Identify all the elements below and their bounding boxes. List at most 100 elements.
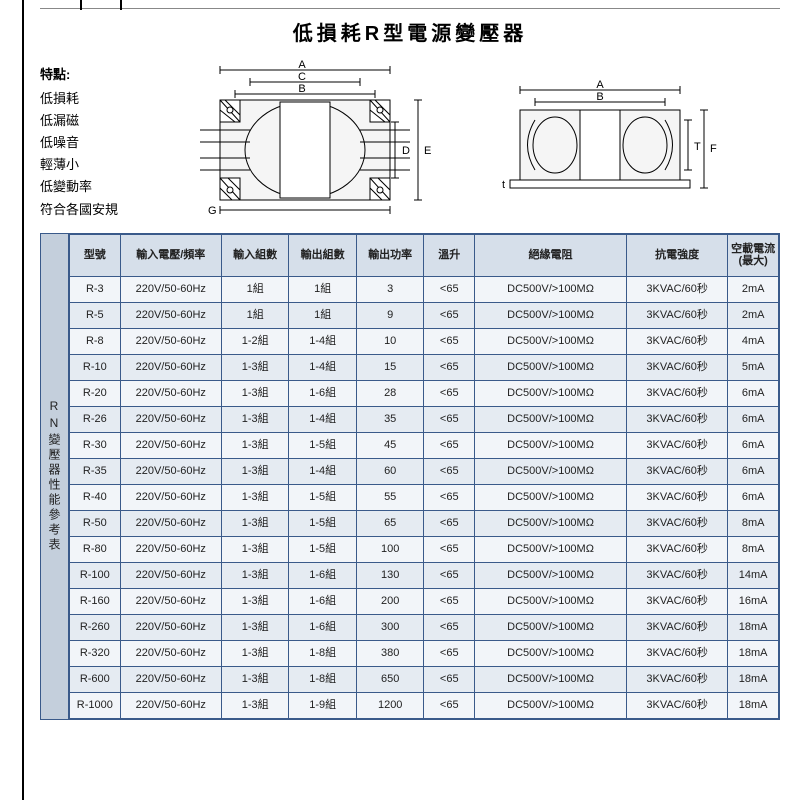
table-cell: 1-3組 — [221, 640, 289, 666]
feature-item: 低噪音 — [40, 132, 150, 154]
table-cell: DC500V/>100MΩ — [475, 588, 627, 614]
table-cell: 1-3組 — [221, 510, 289, 536]
table-cell: 220V/50-60Hz — [120, 588, 221, 614]
table-cell: <65 — [424, 380, 475, 406]
table-cell: 55 — [356, 484, 424, 510]
svg-text:E: E — [424, 145, 431, 157]
table-cell: 220V/50-60Hz — [120, 302, 221, 328]
table-cell: 1-2組 — [221, 328, 289, 354]
svg-text:A: A — [596, 79, 604, 91]
table-cell: 1-5組 — [289, 432, 357, 458]
table-cell: DC500V/>100MΩ — [475, 354, 627, 380]
column-header: 絕緣電阻 — [475, 234, 627, 276]
column-header: 輸出組數 — [289, 234, 357, 276]
svg-text:C: C — [298, 71, 306, 83]
table-cell: 3KVAC/60秒 — [627, 692, 728, 718]
table-cell: R-320 — [70, 640, 121, 666]
table-row: R-35220V/50-60Hz1-3組1-4組60<65DC500V/>100… — [70, 458, 779, 484]
table-cell: <65 — [424, 406, 475, 432]
svg-text:t: t — [502, 179, 505, 191]
svg-text:D: D — [402, 145, 410, 157]
table-cell: 1組 — [289, 302, 357, 328]
table-cell: 1-3組 — [221, 614, 289, 640]
feature-item: 低漏磁 — [40, 110, 150, 132]
spec-table: 型號輸入電壓/頻率輸入組數輸出組數輸出功率溫升絕緣電阻抗電強度空載電流(最大) … — [69, 234, 779, 719]
page-title: 低損耗R型電源變壓器 — [40, 17, 780, 46]
table-cell: <65 — [424, 484, 475, 510]
table-cell: <65 — [424, 354, 475, 380]
table-cell: 1-3組 — [221, 562, 289, 588]
table-cell: 1-6組 — [289, 588, 357, 614]
table-cell: 3KVAC/60秒 — [627, 484, 728, 510]
table-cell: 1-4組 — [289, 354, 357, 380]
table-cell: 220V/50-60Hz — [120, 458, 221, 484]
table-row: R-260220V/50-60Hz1-3組1-6組300<65DC500V/>1… — [70, 614, 779, 640]
table-cell: 220V/50-60Hz — [120, 484, 221, 510]
table-cell: 1組 — [221, 302, 289, 328]
table-cell: 3KVAC/60秒 — [627, 510, 728, 536]
table-row: R-600220V/50-60Hz1-3組1-8組650<65DC500V/>1… — [70, 666, 779, 692]
table-cell: 1-9組 — [289, 692, 357, 718]
table-cell: R-80 — [70, 536, 121, 562]
feature-item: 符合各國安規 — [40, 199, 150, 221]
table-cell: <65 — [424, 562, 475, 588]
table-cell: R-26 — [70, 406, 121, 432]
table-cell: 18mA — [728, 692, 779, 718]
table-row: R-320220V/50-60Hz1-3組1-8組380<65DC500V/>1… — [70, 640, 779, 666]
table-cell: 45 — [356, 432, 424, 458]
table-cell: 5mA — [728, 354, 779, 380]
feature-item: 低損耗 — [40, 88, 150, 110]
table-cell: 10 — [356, 328, 424, 354]
table-cell: 14mA — [728, 562, 779, 588]
table-cell: R-35 — [70, 458, 121, 484]
table-cell: 65 — [356, 510, 424, 536]
table-cell: 3KVAC/60秒 — [627, 380, 728, 406]
table-cell: DC500V/>100MΩ — [475, 380, 627, 406]
table-cell: 3KVAC/60秒 — [627, 562, 728, 588]
table-cell: R-10 — [70, 354, 121, 380]
table-cell: 1-8組 — [289, 640, 357, 666]
table-cell: 100 — [356, 536, 424, 562]
table-cell: DC500V/>100MΩ — [475, 666, 627, 692]
table-cell: 1組 — [289, 276, 357, 302]
table-cell: R-100 — [70, 562, 121, 588]
feature-item: 輕薄小 — [40, 154, 150, 176]
table-cell: DC500V/>100MΩ — [475, 276, 627, 302]
table-row: R-50220V/50-60Hz1-3組1-5組65<65DC500V/>100… — [70, 510, 779, 536]
feature-item: 低變動率 — [40, 176, 150, 198]
column-header: 抗電強度 — [627, 234, 728, 276]
table-cell: R-40 — [70, 484, 121, 510]
table-cell: <65 — [424, 692, 475, 718]
table-cell: 220V/50-60Hz — [120, 536, 221, 562]
features-list: 特點: 低損耗 低漏磁 低噪音 輕薄小 低變動率 符合各國安規 — [40, 60, 150, 221]
table-cell: 380 — [356, 640, 424, 666]
svg-text:G: G — [208, 205, 217, 217]
table-cell: R-5 — [70, 302, 121, 328]
table-cell: 1-3組 — [221, 380, 289, 406]
table-cell: 3KVAC/60秒 — [627, 328, 728, 354]
table-cell: 1-5組 — [289, 536, 357, 562]
table-cell: <65 — [424, 432, 475, 458]
table-cell: DC500V/>100MΩ — [475, 692, 627, 718]
table-cell: 1-3組 — [221, 406, 289, 432]
table-row: R-20220V/50-60Hz1-3組1-6組28<65DC500V/>100… — [70, 380, 779, 406]
svg-text:T: T — [694, 141, 701, 153]
table-cell: <65 — [424, 588, 475, 614]
table-cell: 1-6組 — [289, 614, 357, 640]
table-cell: DC500V/>100MΩ — [475, 328, 627, 354]
table-cell: <65 — [424, 458, 475, 484]
table-cell: 3KVAC/60秒 — [627, 406, 728, 432]
column-header: 型號 — [70, 234, 121, 276]
table-cell: DC500V/>100MΩ — [475, 614, 627, 640]
svg-text:B: B — [298, 83, 305, 95]
table-cell: <65 — [424, 640, 475, 666]
table-cell: 1-3組 — [221, 692, 289, 718]
table-cell: 3KVAC/60秒 — [627, 302, 728, 328]
table-cell: 18mA — [728, 614, 779, 640]
table-row: R-1000220V/50-60Hz1-3組1-9組1200<65DC500V/… — [70, 692, 779, 718]
table-cell: 6mA — [728, 484, 779, 510]
table-cell: 3KVAC/60秒 — [627, 640, 728, 666]
table-row: R-160220V/50-60Hz1-3組1-6組200<65DC500V/>1… — [70, 588, 779, 614]
table-cell: 220V/50-60Hz — [120, 406, 221, 432]
table-row: R-8220V/50-60Hz1-2組1-4組10<65DC500V/>100M… — [70, 328, 779, 354]
